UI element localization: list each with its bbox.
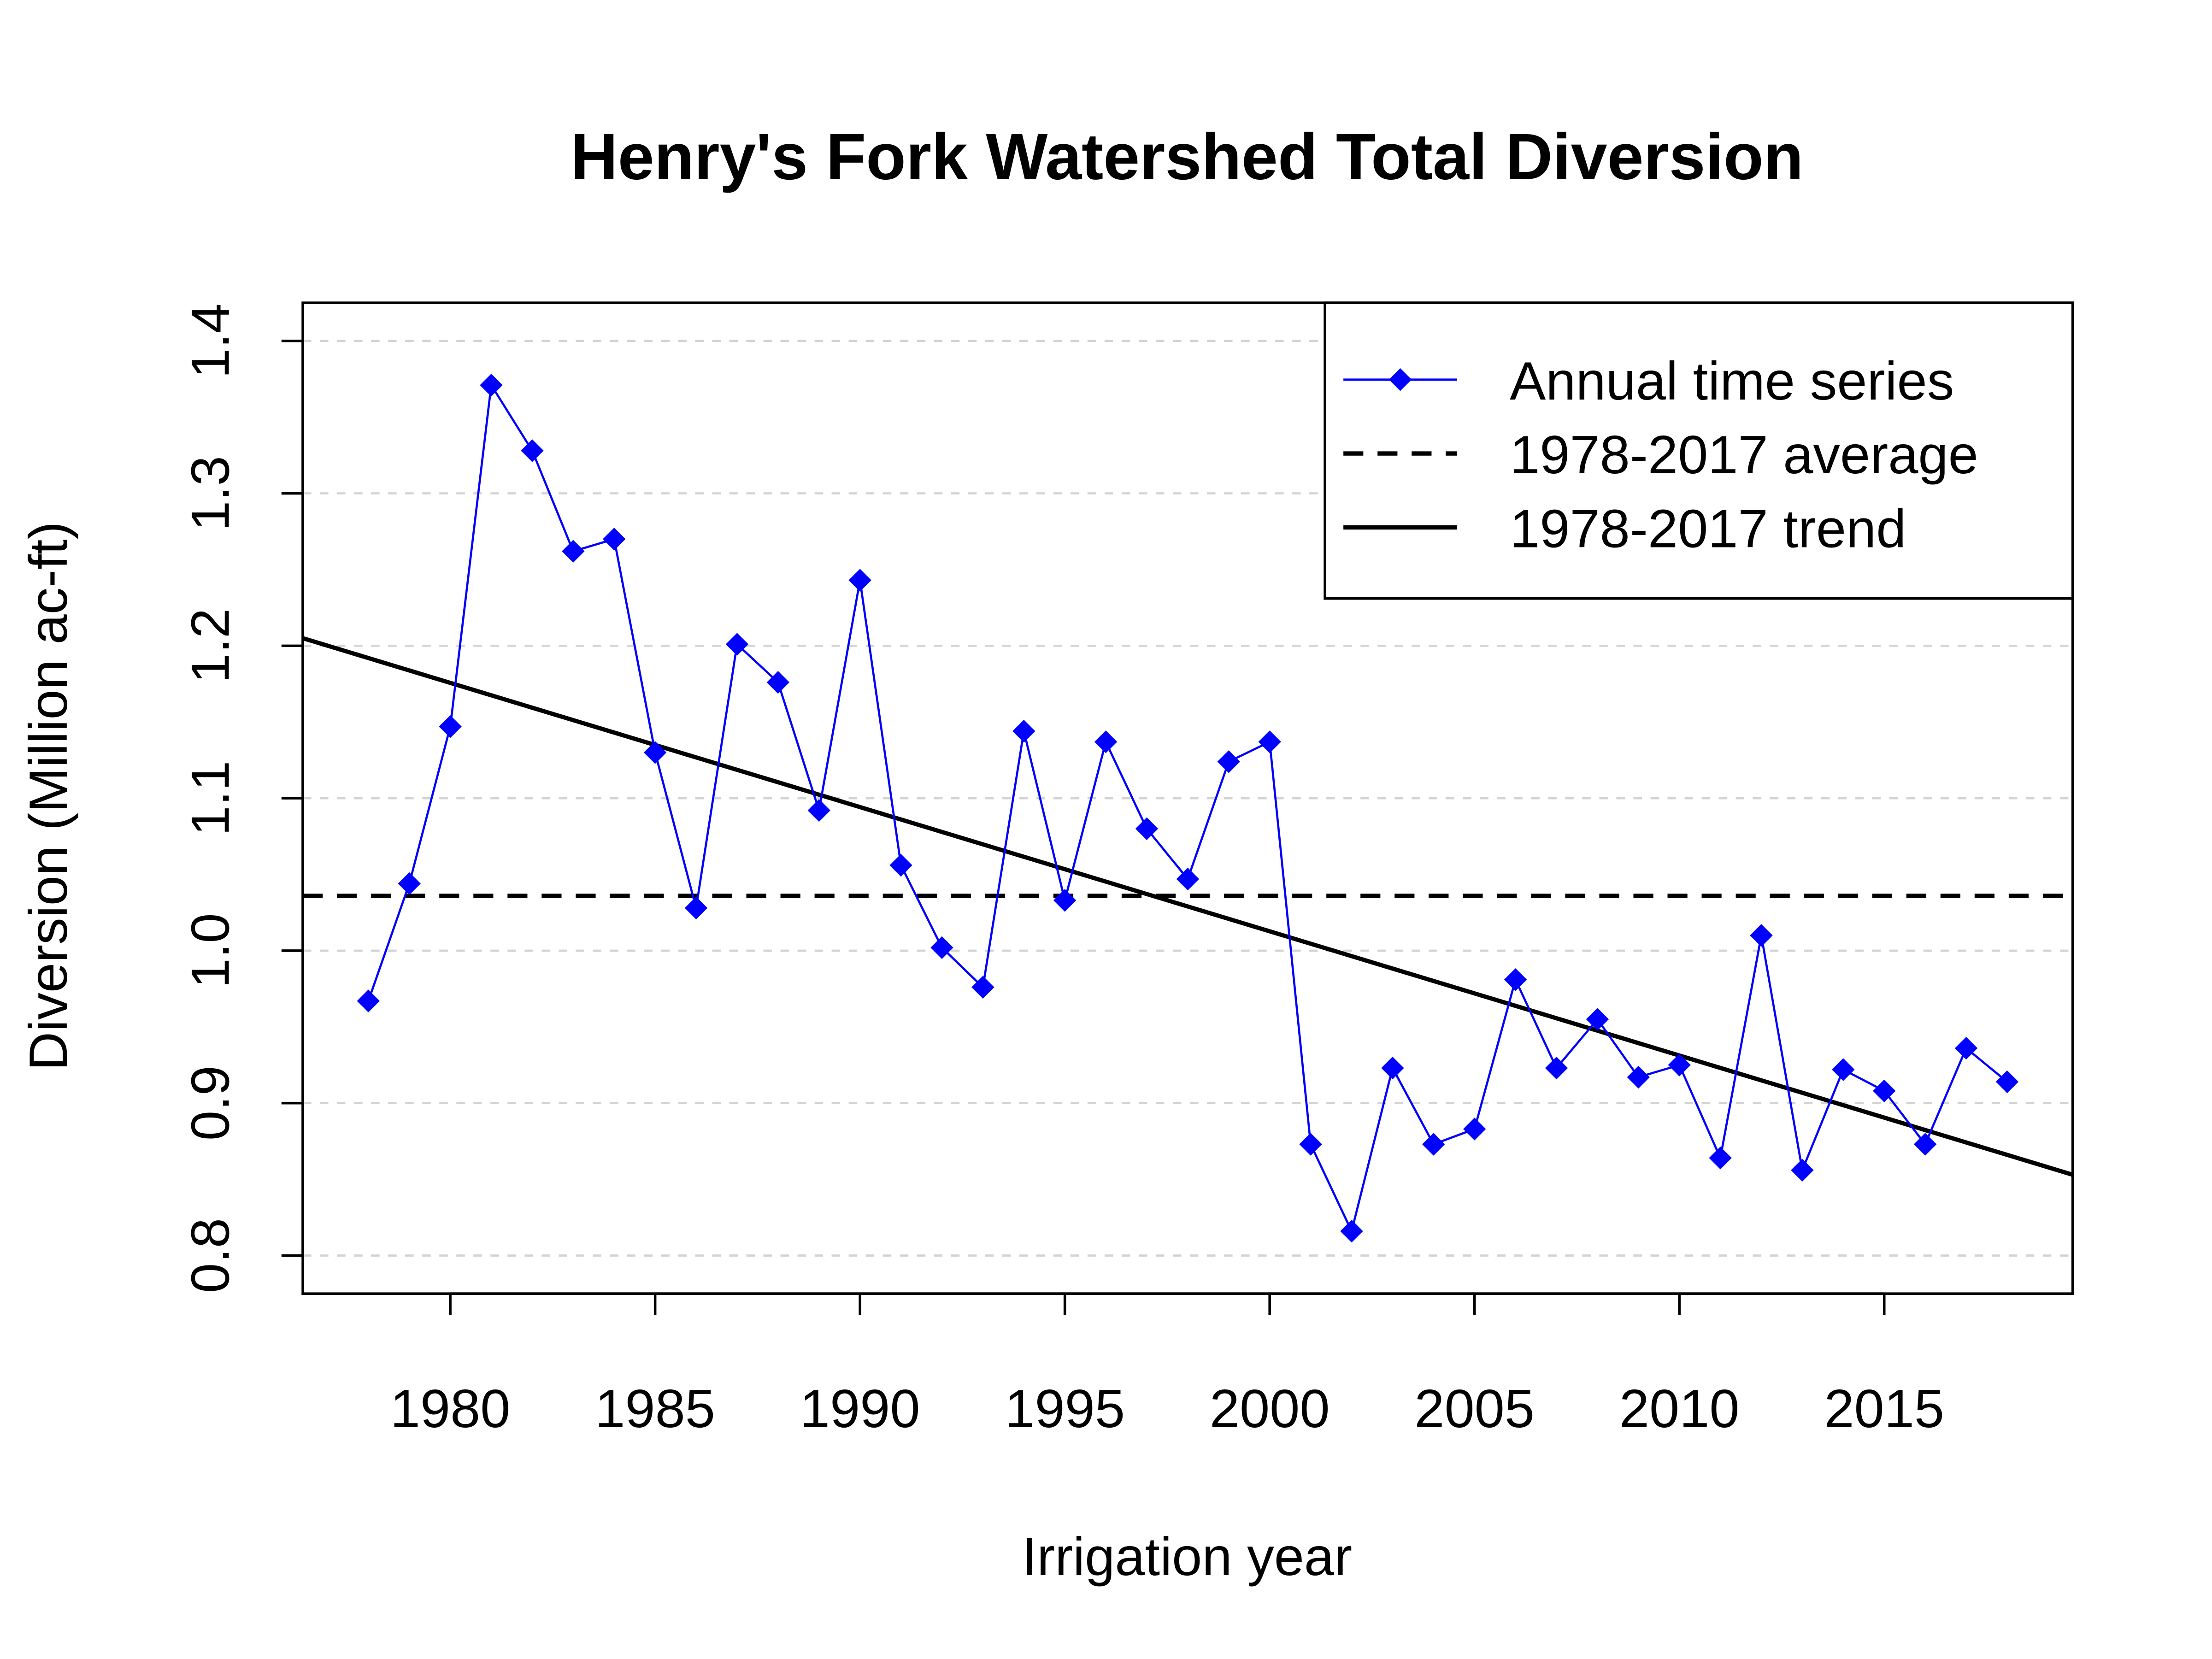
data-point [1381,1056,1404,1080]
data-point [1176,867,1200,891]
legend-diamond-icon [1388,368,1412,391]
data-point [1545,1056,1568,1080]
y-axis: 0.8 0.9 1.0 1.1 1.2 1.3 1.4 [180,303,304,1293]
x-tick-label: 1995 [1005,1378,1125,1439]
data-point [439,715,462,738]
data-point [357,989,380,1012]
data-point [398,872,421,895]
data-point [1094,730,1118,753]
gridlines [303,340,2073,1257]
x-tick-label: 2000 [1210,1378,1330,1439]
data-point [1791,1159,1814,1182]
trend-line-group [302,636,2074,1177]
data-point [1750,924,1773,947]
data-point [1954,1036,1978,1060]
data-point [1463,1118,1486,1141]
data-point [725,633,749,656]
data-point [1504,968,1527,991]
data-point [1340,1219,1363,1243]
data-point [1627,1065,1650,1089]
data-point [1668,1053,1691,1077]
x-axis-label: Irrigation year [1022,1526,1353,1587]
data-point [603,528,626,551]
data-point [562,540,585,563]
data-point [1832,1058,1855,1081]
data-point [480,374,503,397]
data-point [1586,1008,1609,1031]
x-tick-label: 1980 [390,1378,511,1439]
x-tick-label: 2015 [1824,1378,1944,1439]
data-point [807,799,830,822]
data-point [1217,750,1240,773]
y-tick-label: 1.1 [180,761,241,836]
data-point [848,569,871,592]
data-point [1913,1133,1937,1156]
y-axis-label: Diversion (Million ac-ft) [18,522,78,1071]
data-point [766,671,790,694]
data-point [1135,817,1159,840]
trend-line [302,636,2074,1177]
data-point [1709,1147,1732,1170]
legend-box [1324,301,2074,600]
data-point [930,936,953,959]
data-point [1258,730,1281,753]
data-point [1012,719,1035,743]
y-tick-label: 0.8 [180,1218,241,1293]
data-point [643,741,667,764]
y-tick-label: 1.2 [180,608,241,683]
legend-label-trend: 1978-2017 trend [1510,499,1906,559]
data-point [521,439,544,462]
y-tick-label: 0.9 [180,1065,241,1141]
data-point [1299,1133,1322,1156]
data-point [971,976,994,999]
y-tick-label: 1.3 [180,456,241,531]
y-tick-label: 1.0 [180,913,241,988]
data-point [684,896,708,919]
data-point [1422,1133,1445,1156]
data-point [1995,1070,2019,1094]
legend-label-average: 1978-2017 average [1510,424,1978,485]
data-point [889,854,912,877]
x-tick-label: 1990 [800,1378,920,1439]
x-tick-label: 2010 [1619,1378,1740,1439]
x-tick-label: 2005 [1414,1378,1535,1439]
x-tick-label: 1985 [595,1378,715,1439]
legend: Annual time series 1978-2017 average 197… [1324,301,2074,600]
data-point [1053,889,1077,912]
legend-label-series: Annual time series [1510,351,1954,411]
series-group [357,374,2019,1243]
chart-title: Henry's Fork Watershed Total Diversion [571,121,1803,194]
x-axis: 1980 1985 1990 1995 2000 2005 2010 2015 [390,1292,1944,1439]
y-tick-label: 1.4 [180,303,241,378]
